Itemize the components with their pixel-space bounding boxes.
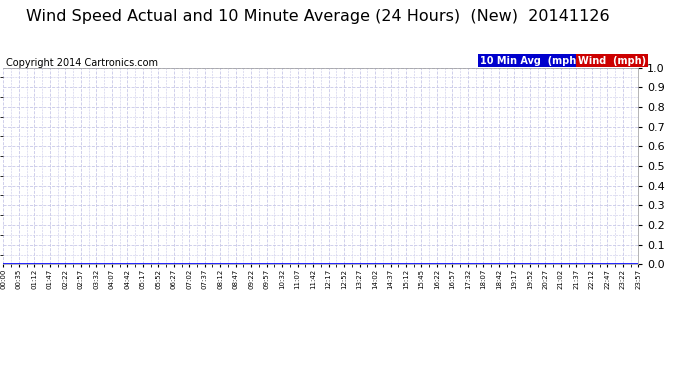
Text: 10 Min Avg  (mph): 10 Min Avg (mph)	[480, 56, 580, 66]
Text: Copyright 2014 Cartronics.com: Copyright 2014 Cartronics.com	[6, 58, 157, 68]
Text: Wind  (mph): Wind (mph)	[578, 56, 647, 66]
Text: Wind Speed Actual and 10 Minute Average (24 Hours)  (New)  20141126: Wind Speed Actual and 10 Minute Average …	[26, 9, 609, 24]
